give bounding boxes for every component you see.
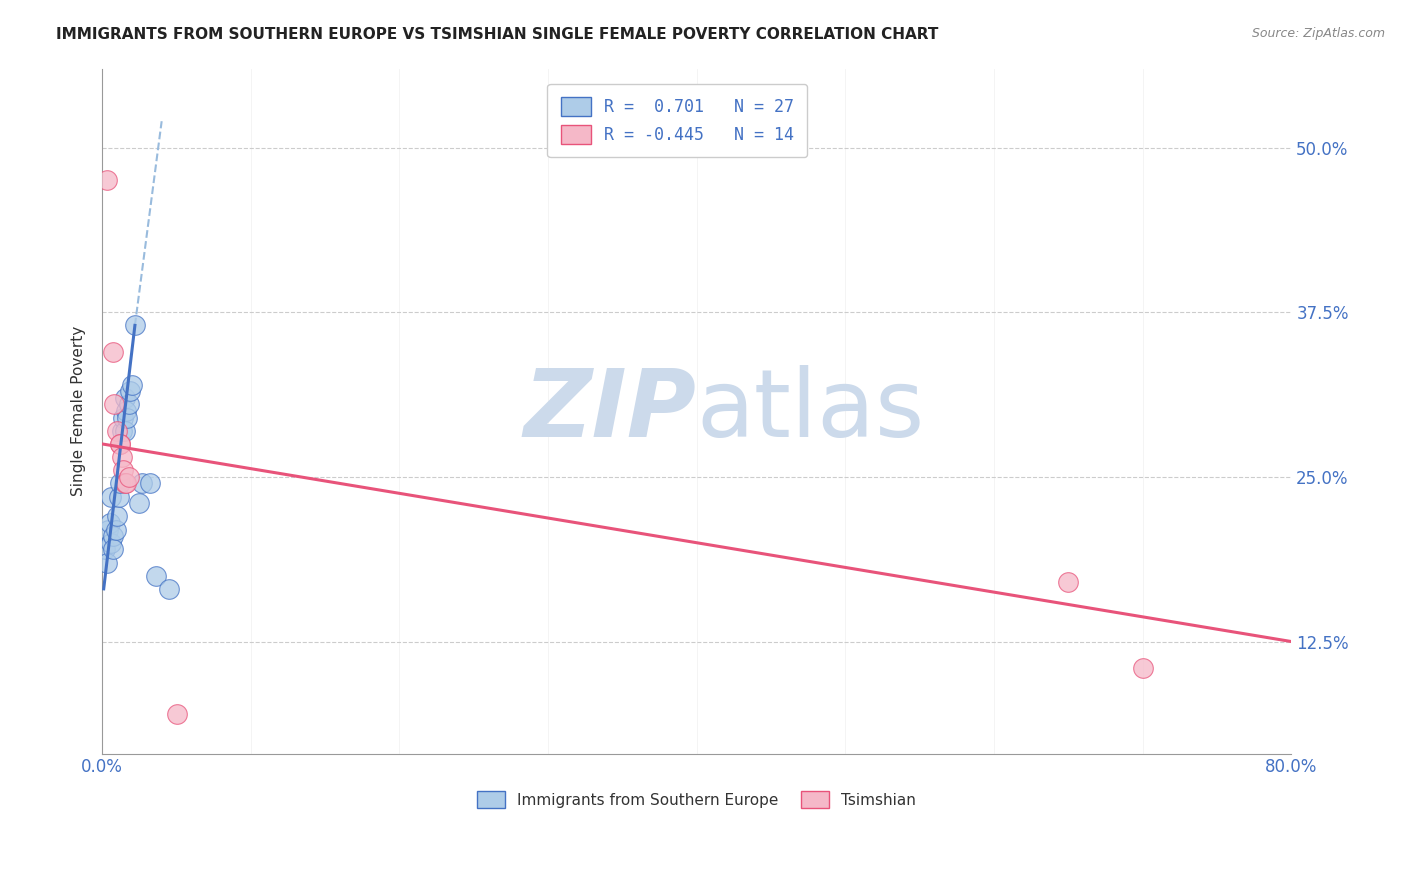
Point — [118, 397, 141, 411]
Point — [110, 424, 132, 438]
Point — [107, 490, 129, 504]
Point — [157, 582, 180, 596]
Legend: Immigrants from Southern Europe, Tsimshian: Immigrants from Southern Europe, Tsimshi… — [471, 784, 922, 814]
Point — [1132, 661, 1154, 675]
Point — [97, 523, 120, 537]
Point — [1057, 575, 1080, 590]
Point — [96, 556, 118, 570]
Point — [118, 470, 141, 484]
Point — [104, 523, 127, 537]
Point — [105, 509, 128, 524]
Point — [110, 450, 132, 464]
Point — [121, 377, 143, 392]
Point — [114, 391, 136, 405]
Point — [111, 410, 134, 425]
Point — [108, 476, 131, 491]
Point — [114, 424, 136, 438]
Text: IMMIGRANTS FROM SOUTHERN EUROPE VS TSIMSHIAN SINGLE FEMALE POVERTY CORRELATION C: IMMIGRANTS FROM SOUTHERN EUROPE VS TSIMS… — [56, 27, 939, 42]
Point — [117, 410, 139, 425]
Point — [111, 463, 134, 477]
Point — [128, 496, 150, 510]
Point — [105, 424, 128, 438]
Point — [108, 437, 131, 451]
Point — [101, 344, 124, 359]
Text: Source: ZipAtlas.com: Source: ZipAtlas.com — [1251, 27, 1385, 40]
Point — [114, 476, 136, 491]
Text: ZIP: ZIP — [524, 365, 697, 457]
Text: atlas: atlas — [697, 365, 925, 457]
Y-axis label: Single Female Poverty: Single Female Poverty — [72, 326, 86, 496]
Point — [103, 397, 125, 411]
Point — [115, 476, 138, 491]
Point — [100, 535, 122, 549]
Point — [101, 542, 124, 557]
Point — [101, 529, 124, 543]
Point — [108, 437, 131, 451]
Point — [145, 568, 167, 582]
Point — [98, 516, 121, 530]
Point — [139, 476, 162, 491]
Point — [131, 476, 153, 491]
Point — [100, 490, 122, 504]
Point — [94, 542, 117, 557]
Point — [120, 384, 142, 399]
Point — [166, 706, 188, 721]
Point — [115, 404, 138, 418]
Point — [124, 318, 146, 333]
Point — [96, 173, 118, 187]
